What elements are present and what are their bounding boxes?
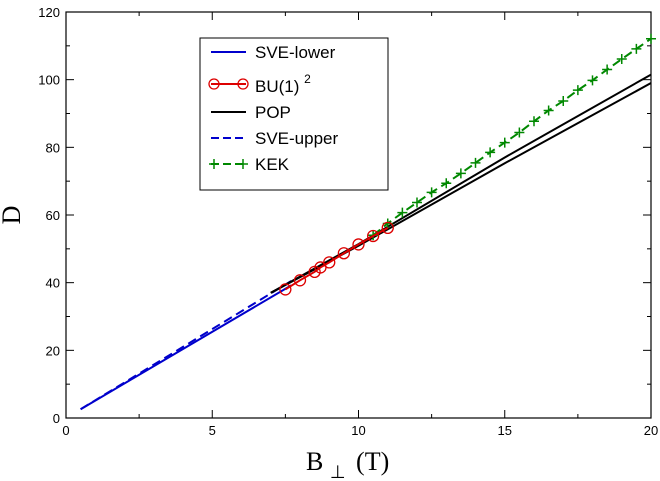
y-tick-label: 120	[38, 5, 60, 20]
x-tick-label: 20	[644, 423, 658, 438]
data-point-kek	[499, 137, 510, 148]
x-tick-label: 15	[498, 423, 512, 438]
legend-label-bu1-main: BU(1)	[255, 77, 299, 96]
series-line-sve-upper	[80, 280, 292, 411]
data-point-bu-1	[352, 238, 365, 251]
legend-marker-kek-right	[238, 159, 248, 169]
x-axis-title-unit: (T)	[356, 447, 389, 476]
data-point-kek	[485, 147, 496, 158]
data-point-kek	[587, 75, 598, 86]
data-point-kek	[558, 95, 569, 106]
data-point-bu-1	[337, 247, 351, 260]
legend-marker-bu1-left	[208, 78, 220, 90]
legend-label-kek: KEK	[255, 155, 290, 174]
series-line-kek	[372, 37, 652, 237]
data-point-kek	[602, 64, 613, 75]
data-point-kek	[455, 168, 466, 179]
data-point-bu-1	[323, 256, 336, 269]
legend-label-pop: POP	[255, 103, 291, 122]
data-point-kek	[529, 116, 539, 127]
legend: SVE-lower BU(1) 2 POP SVE-upper KEK	[199, 37, 389, 191]
data-point-kek	[514, 127, 525, 138]
y-axis-title: D	[0, 206, 26, 225]
legend-marker-bu1-right	[237, 78, 249, 90]
data-point-kek	[631, 43, 642, 54]
x-axis-title-subscript: ⊥	[330, 462, 346, 481]
data-point-bu-1	[279, 283, 292, 296]
y-tick-label: 80	[46, 140, 60, 155]
y-tick-label: 100	[38, 73, 60, 88]
data-point-kek	[543, 105, 554, 116]
x-axis-title: B ⊥ (T)	[306, 447, 389, 481]
legend-label-sve-upper: SVE-upper	[255, 129, 338, 148]
legend-label-sve-lower: SVE-lower	[255, 43, 336, 62]
legend-box	[199, 37, 389, 191]
axis-ticks: 0 5 10 15 20 0 20 40 60 80 100 120	[38, 5, 658, 438]
data-point-kek	[441, 178, 452, 189]
data-point-bu-1	[381, 221, 394, 235]
data-point-kek	[397, 207, 408, 218]
data-point-kek	[572, 85, 583, 96]
y-tick-label: 60	[46, 208, 60, 223]
data-point-kek	[412, 197, 422, 208]
data-point-bu-1	[366, 229, 380, 243]
data-point-bu-1	[293, 274, 307, 287]
y-tick-label: 0	[53, 411, 60, 426]
series-line-sve-lower	[80, 284, 292, 411]
series-line-bu-1	[284, 226, 389, 291]
x-tick-label: 5	[209, 423, 216, 438]
data-point-kek	[470, 157, 481, 168]
x-tick-label: 10	[351, 423, 365, 438]
data-point-kek	[646, 33, 656, 44]
data-point-kek	[426, 187, 437, 198]
series-lines	[80, 33, 656, 411]
data-point-kek	[616, 54, 627, 65]
x-tick-label: 0	[62, 423, 69, 438]
legend-marker-kek-left	[209, 159, 219, 169]
y-tick-label: 40	[46, 276, 60, 291]
y-tick-label: 20	[46, 343, 60, 358]
legend-label-bu1-sup: 2	[304, 72, 311, 86]
legend-label-bu1: BU(1) 2	[255, 72, 311, 96]
x-axis-title-main: B	[306, 447, 323, 476]
